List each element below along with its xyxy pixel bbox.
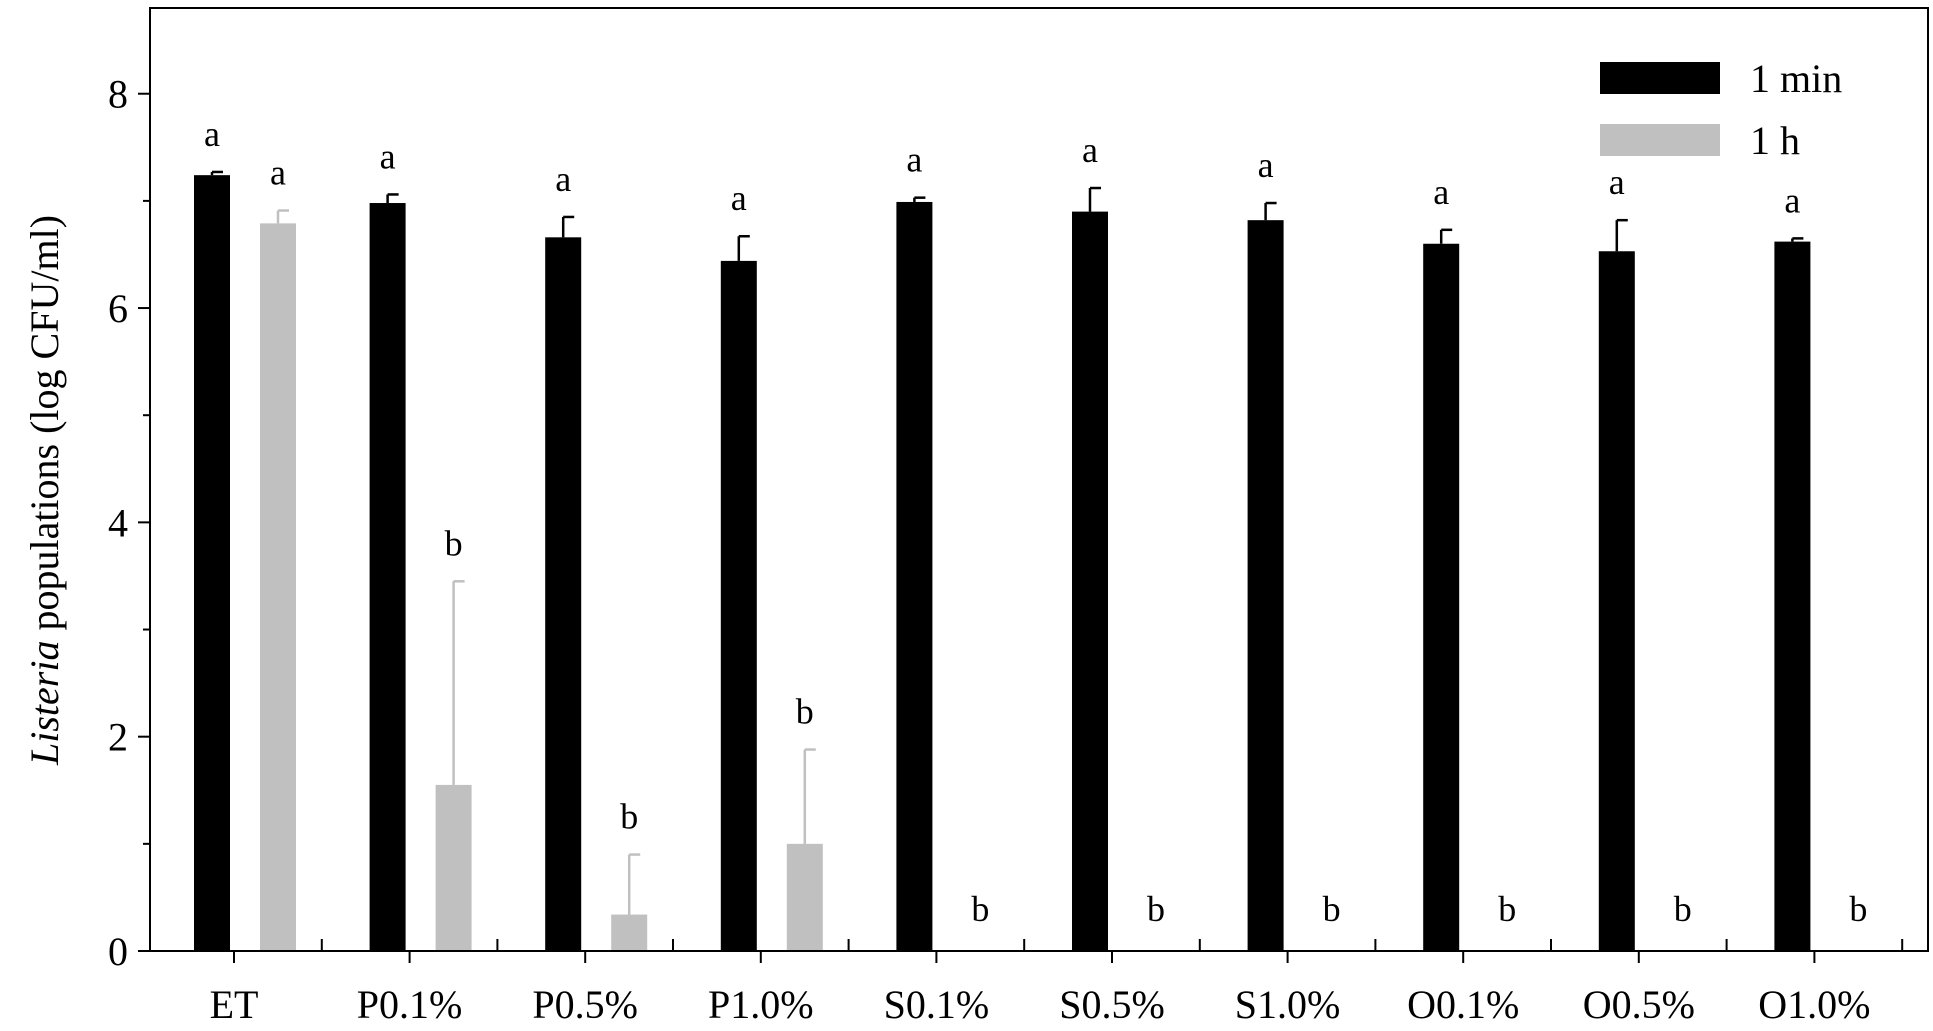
x-tick-label-5: S0.5%	[1059, 982, 1165, 1027]
sig-label-1h-2: b	[620, 797, 638, 837]
bar-1min-3	[720, 260, 757, 951]
y-tick-label-1: 2	[108, 715, 128, 760]
x-tick-label-9: O1.0%	[1758, 982, 1870, 1027]
sig-label-1min-0: a	[204, 114, 220, 154]
sig-label-1h-0: a	[270, 153, 286, 193]
bar-1h-1	[435, 784, 472, 951]
significance-label-group: a a a b a b a b a b a b a b a b a b a b	[204, 114, 1867, 929]
sig-label-1h-4: b	[971, 889, 989, 929]
bar-1min-5	[1072, 211, 1108, 951]
sig-label-1min-7: a	[1433, 172, 1449, 212]
bar-1min-4	[896, 201, 933, 952]
y-tick-label-0: 0	[108, 929, 128, 974]
legend-swatch-1min	[1600, 62, 1720, 94]
bar-1h-2	[611, 914, 648, 951]
sig-label-1min-1: a	[380, 136, 396, 176]
sig-label-1min-2: a	[555, 159, 571, 199]
sig-label-1min-6: a	[1258, 145, 1274, 185]
y-axis-label-rest: populations (log CFU/ml)	[22, 215, 67, 641]
sig-label-1min-9: a	[1784, 180, 1800, 220]
sig-label-1min-5: a	[1082, 130, 1098, 170]
y-tick-label-3: 6	[108, 286, 128, 331]
bar-1min-7	[1423, 243, 1460, 951]
bar-1min-8	[1598, 251, 1635, 952]
bar-1min-0	[194, 175, 230, 951]
x-tick-label-1: P0.1%	[357, 982, 463, 1027]
x-tick-label-6: S1.0%	[1235, 982, 1341, 1027]
sig-label-1min-8: a	[1609, 162, 1625, 202]
sig-label-1h-5: b	[1147, 889, 1165, 929]
legend-label-1h: 1 h	[1750, 118, 1800, 163]
bar-1min-2	[545, 237, 582, 952]
bar-1min-1	[369, 203, 406, 951]
sig-label-1h-3: b	[796, 692, 814, 732]
y-axis-label: Listeria populations (log CFU/ml)	[22, 215, 67, 766]
bar-1h-3	[786, 843, 823, 951]
bar-1min-6	[1247, 220, 1284, 952]
bar-1min-9	[1774, 241, 1811, 951]
sig-label-1h-9: b	[1849, 889, 1867, 929]
x-axis: ET P0.1% P0.5% P1.0% S0.1% S0.5% S1.0% O0.1% O0.…	[210, 939, 1904, 1027]
plot-frame	[149, 7, 1929, 952]
sig-label-1h-1: b	[445, 523, 463, 563]
legend-label-1min: 1 min	[1750, 56, 1842, 101]
sig-label-1min-4: a	[906, 140, 922, 180]
sig-label-1h-6: b	[1323, 889, 1341, 929]
x-tick-label-7: O0.1%	[1407, 982, 1519, 1027]
error-bar-group	[210, 170, 1804, 915]
y-axis: 0 2 4 6 8	[108, 72, 150, 974]
sig-label-1h-7: b	[1498, 889, 1516, 929]
legend-swatch-1h	[1600, 124, 1720, 156]
bar-group	[194, 175, 1811, 952]
y-tick-label-4: 8	[108, 72, 128, 117]
legend: 1 min 1 h	[1600, 56, 1842, 163]
y-axis-label-italic: Listeria	[22, 641, 67, 766]
sig-label-1min-3: a	[731, 178, 747, 218]
y-tick-label-2: 4	[108, 500, 128, 545]
x-tick-label-3: P1.0%	[708, 982, 814, 1027]
x-tick-label-8: O0.5%	[1583, 982, 1695, 1027]
sig-label-1h-8: b	[1674, 889, 1692, 929]
x-tick-label-4: S0.1%	[884, 982, 990, 1027]
x-tick-label-0: ET	[210, 982, 259, 1027]
x-tick-label-2: P0.5%	[532, 982, 638, 1027]
bar-1h-0	[260, 223, 296, 951]
